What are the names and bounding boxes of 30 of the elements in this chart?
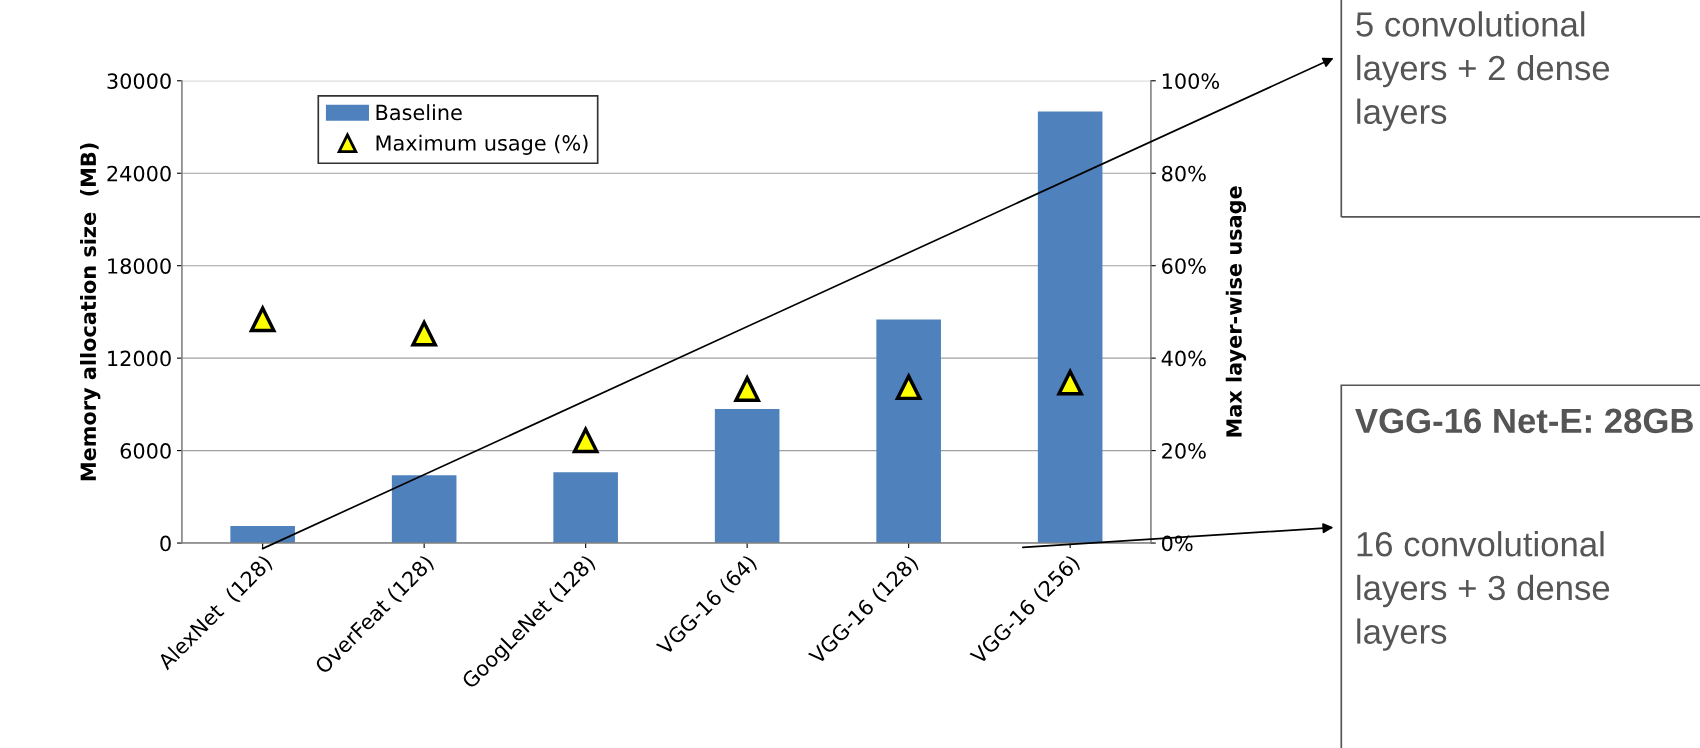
point [895, 374, 922, 401]
legend-label: Maximum usage (%) [376, 134, 588, 155]
bar [1037, 111, 1103, 544]
y2-axis-title: Max layer-wise usage [1225, 186, 1247, 437]
y-axis-title: Memory allocation size (MB) [80, 143, 101, 481]
y-tick-label: 12000 [108, 350, 171, 367]
y-tick-label: 6000 [120, 443, 171, 459]
bar [391, 475, 457, 544]
point [571, 425, 600, 454]
y2-tick-label: 100% [1162, 73, 1220, 89]
y2-tick-label: 40% [1161, 350, 1206, 367]
point [734, 376, 760, 402]
bar [230, 526, 295, 544]
y-tick-label: 24000 [107, 165, 171, 182]
bar [714, 408, 780, 544]
legend-label: Baseline [376, 104, 462, 121]
text: 5 convolutional layers + 2 dense layers [1356, 11, 1610, 131]
point [1056, 367, 1084, 396]
point [249, 306, 276, 333]
y-tick-label: 18000 [108, 258, 171, 274]
y-tick-label: 30000 [107, 73, 171, 89]
y2-tick-label: 60% [1162, 258, 1206, 274]
y-tick-label: 0 [160, 535, 171, 552]
y2-tick-label: 80% [1162, 165, 1206, 182]
point [410, 318, 438, 347]
text: 16 convolutional layers + 3 dense layers [1357, 531, 1610, 651]
bar [553, 472, 618, 544]
text: VGG-16 Net-E: 28GB [1355, 408, 1693, 434]
y2-tick-label: 20% [1162, 443, 1206, 459]
bar [876, 319, 941, 544]
